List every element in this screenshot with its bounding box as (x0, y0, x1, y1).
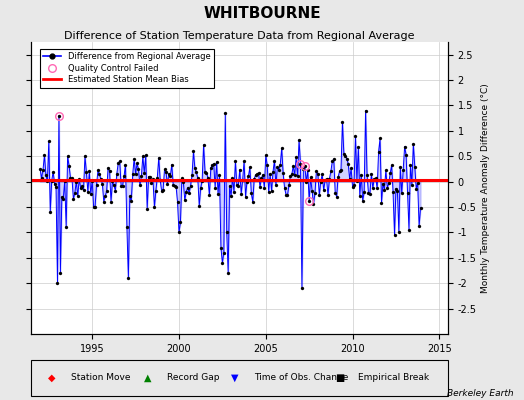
Text: WHITBOURNE: WHITBOURNE (203, 6, 321, 21)
Text: Empirical Break: Empirical Break (358, 374, 430, 382)
Text: Station Move: Station Move (71, 374, 130, 382)
Y-axis label: Monthly Temperature Anomaly Difference (°C): Monthly Temperature Anomaly Difference (… (481, 83, 490, 293)
Text: ▼: ▼ (232, 373, 239, 383)
Text: Berkeley Earth: Berkeley Earth (447, 389, 514, 398)
Text: ▲: ▲ (144, 373, 151, 383)
Legend: Difference from Regional Average, Quality Control Failed, Estimated Station Mean: Difference from Regional Average, Qualit… (40, 49, 214, 88)
Text: Time of Obs. Change: Time of Obs. Change (254, 374, 348, 382)
Title: Difference of Station Temperature Data from Regional Average: Difference of Station Temperature Data f… (64, 31, 415, 41)
Text: ◆: ◆ (48, 373, 56, 383)
Text: Record Gap: Record Gap (167, 374, 220, 382)
Text: ■: ■ (335, 373, 345, 383)
